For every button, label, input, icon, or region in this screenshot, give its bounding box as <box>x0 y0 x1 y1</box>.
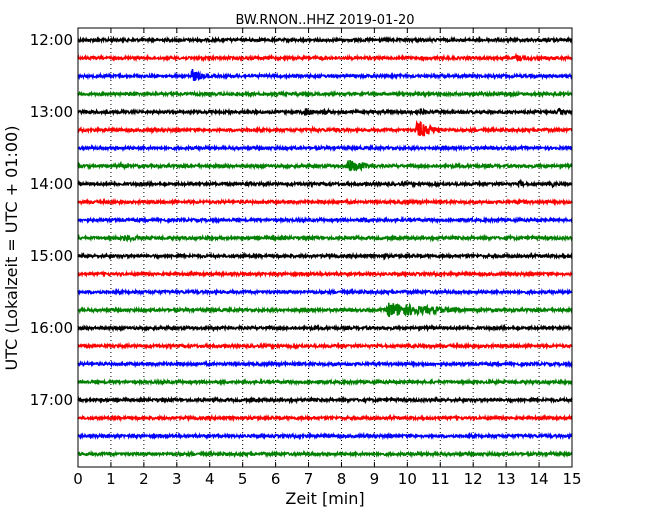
y-tick-label: 14:00 <box>30 175 73 193</box>
trace-line <box>77 52 573 63</box>
trace-line <box>77 107 573 117</box>
trace-line <box>77 178 573 189</box>
x-tick-label: 2 <box>139 470 149 488</box>
x-axis-label: Zeit [min] <box>285 489 364 508</box>
y-tick-label: 15:00 <box>30 247 73 265</box>
x-tick-label: 8 <box>337 470 347 488</box>
trace-line <box>77 341 573 351</box>
trace-line <box>77 68 573 82</box>
x-tick-label: 5 <box>238 470 248 488</box>
trace-line <box>77 359 573 369</box>
trace-line <box>77 159 573 172</box>
trace-line <box>77 35 573 45</box>
plot-frame <box>77 27 573 468</box>
trace-line <box>77 215 573 225</box>
x-tick-label: 11 <box>431 470 450 488</box>
x-tick-label: 7 <box>304 470 314 488</box>
x-tick-label: 15 <box>562 470 581 488</box>
trace-line <box>77 197 573 207</box>
x-tick-label: 6 <box>271 470 281 488</box>
y-tick-label: 17:00 <box>30 391 73 409</box>
trace-line <box>77 431 573 441</box>
trace-line <box>77 413 573 423</box>
x-tick-label: 13 <box>497 470 516 488</box>
trace-line <box>77 323 573 333</box>
x-tick-label: 14 <box>530 470 549 488</box>
x-tick-label: 1 <box>106 470 116 488</box>
trace-line <box>77 251 573 261</box>
trace-line <box>77 377 573 387</box>
y-tick-label: 16:00 <box>30 319 73 337</box>
y-tick-label: 13:00 <box>30 103 73 121</box>
trace-line <box>77 89 573 99</box>
y-tick-label: 12:00 <box>30 31 73 49</box>
trace-line <box>77 449 573 459</box>
chart-title: BW.RNON..HHZ 2019-01-20 <box>235 13 414 28</box>
y-axis-ticks: 12:00 13:00 14:00 15:00 16:00 17:00 <box>30 31 572 409</box>
x-axis-ticks: 0 1 2 3 4 5 6 7 8 9 10 11 12 13 14 15 <box>73 28 582 488</box>
trace-line <box>77 395 573 405</box>
x-tick-label: 10 <box>398 470 417 488</box>
trace-line <box>77 302 573 318</box>
trace-line <box>77 119 573 137</box>
trace-line <box>77 269 573 279</box>
trace-lines <box>77 35 573 459</box>
x-tick-label: 12 <box>464 470 483 488</box>
trace-line <box>77 233 573 243</box>
y-axis-label: UTC (Lokalzeit = UTC + 01:00) <box>2 126 21 371</box>
trace-line <box>77 143 573 153</box>
trace-line <box>77 287 573 297</box>
x-tick-label: 4 <box>205 470 215 488</box>
x-tick-label: 0 <box>73 470 83 488</box>
x-tick-label: 3 <box>172 470 182 488</box>
x-tick-label: 9 <box>370 470 380 488</box>
